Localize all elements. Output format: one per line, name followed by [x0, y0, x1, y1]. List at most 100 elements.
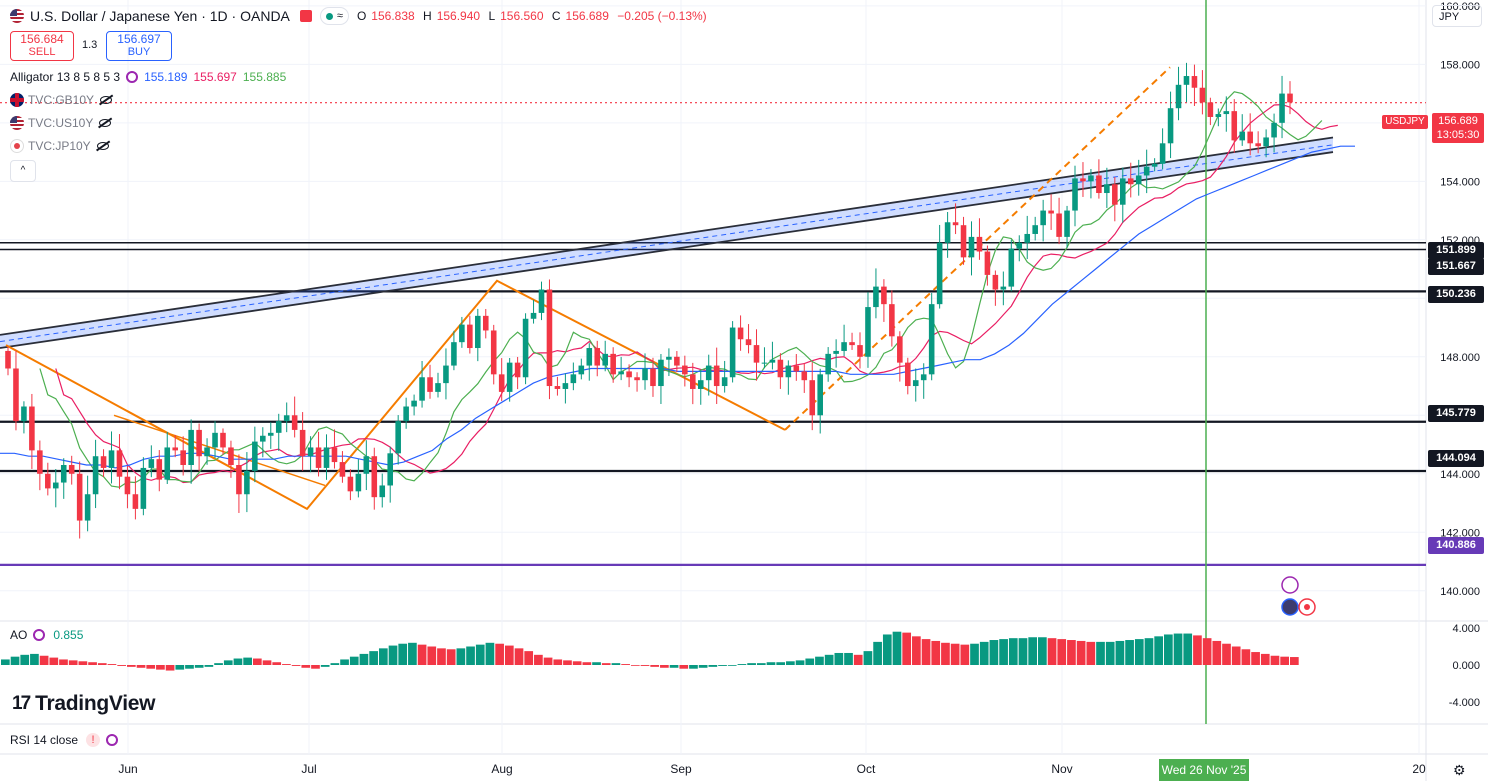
candle-body	[554, 386, 561, 389]
low-label: L	[488, 9, 496, 23]
close-value: 156.689	[565, 9, 609, 23]
candle-body	[60, 465, 67, 483]
candle-body	[602, 353, 608, 366]
candle-body	[705, 365, 712, 381]
ao-bar	[117, 665, 126, 666]
x-axis-label: Jun	[118, 762, 138, 776]
collapse-legend-button[interactable]: ^	[10, 160, 36, 182]
candle-body	[482, 315, 489, 331]
ao-bar	[882, 634, 892, 665]
candle-body	[514, 362, 521, 378]
candle-body	[833, 350, 839, 354]
refresh-icon[interactable]	[106, 734, 119, 746]
symbol-price-tag: USDJPY	[1382, 115, 1428, 129]
pill-symbol: ≈	[336, 10, 343, 22]
ao-bar	[1251, 652, 1260, 665]
change-value: −0.205 (−0.13%)	[617, 9, 707, 23]
candle-body	[1008, 248, 1015, 287]
candle-body	[936, 242, 943, 305]
level-tag: 144.094	[1428, 450, 1484, 467]
jp10y-label: TVC:JP10Y	[28, 139, 91, 153]
sell-button[interactable]: 156.684 SELL	[10, 31, 74, 61]
ao-bar	[582, 662, 592, 665]
candle-body	[164, 447, 171, 480]
ao-bar	[1222, 643, 1231, 665]
ao-bar	[1018, 638, 1028, 665]
ao-bar	[747, 663, 756, 665]
candle-body	[68, 465, 75, 474]
pattern-drawings	[0, 0, 1334, 724]
us10y-legend[interactable]: TVC:US10Y	[10, 116, 112, 130]
gear-icon[interactable]: ⚙	[1453, 762, 1466, 778]
candle-body	[777, 359, 784, 378]
alligator-teeth-line	[55, 103, 1338, 484]
candle-body	[538, 289, 545, 313]
jp10y-legend[interactable]: TVC:JP10Y	[10, 139, 109, 153]
candle-body	[857, 345, 863, 357]
sell-price: 156.684	[20, 32, 64, 46]
candle-body	[76, 473, 83, 521]
candle-body	[586, 348, 593, 366]
last-price: 156.689	[1438, 115, 1478, 127]
refresh-icon[interactable]	[33, 629, 46, 641]
ao-bar	[592, 662, 601, 665]
us10y-label: TVC:US10Y	[28, 116, 94, 130]
candle-body	[236, 465, 242, 495]
ao-bar	[78, 661, 88, 665]
candle-body	[1119, 178, 1126, 205]
buy-button[interactable]: 156.697 BUY	[106, 31, 172, 61]
ao-bar	[1076, 640, 1086, 665]
y-tick-label: 160.000	[1440, 1, 1480, 13]
ao-bar	[756, 663, 766, 665]
x-axis-label: 20	[1412, 762, 1426, 776]
gb10y-legend[interactable]: TVC:GB10Y	[10, 93, 113, 107]
y-tick-label: 140.000	[1440, 586, 1480, 598]
currency-select[interactable]: JPY	[1432, 5, 1482, 27]
candle-body	[873, 286, 879, 308]
zigzag-pattern	[5, 279, 786, 511]
channel-fill	[0, 137, 1333, 349]
candle-body	[1000, 286, 1007, 290]
x-axis-label: Aug	[491, 762, 513, 776]
rsi-legend[interactable]: RSI 14 close !	[10, 733, 124, 747]
ao-bar	[941, 642, 950, 665]
ao-bar	[960, 644, 970, 665]
refresh-icon[interactable]	[126, 71, 139, 83]
ao-bar	[204, 665, 214, 667]
candle-body	[347, 476, 354, 492]
candle-body	[905, 362, 911, 387]
ao-label: AO	[10, 628, 28, 642]
candle-body	[1263, 137, 1269, 147]
candle-body	[1112, 184, 1118, 205]
candle-body	[52, 482, 59, 489]
candle-body	[379, 485, 386, 498]
x-axis-label: Oct	[856, 762, 876, 776]
ao-legend[interactable]: AO 0.855	[10, 628, 83, 642]
candle-body	[116, 450, 123, 477]
hidden-eye-icon[interactable]	[100, 96, 113, 104]
alligator-legend[interactable]: Alligator 13 8 5 8 5 3 155.189 155.697 1…	[10, 70, 286, 84]
hidden-eye-icon[interactable]	[99, 119, 112, 127]
y-tick-label: 142.000	[1440, 527, 1480, 539]
candle-body	[387, 453, 393, 486]
hidden-eye-icon[interactable]	[96, 142, 109, 150]
y-tick-label: 158.000	[1440, 59, 1480, 71]
ao-bar	[621, 664, 630, 665]
data-status-pill[interactable]: ≈	[319, 7, 349, 25]
ao-bar	[853, 654, 863, 665]
ao-bar	[863, 651, 873, 665]
market-status-icon	[299, 10, 312, 22]
candle-body	[331, 447, 338, 463]
ao-bar	[611, 663, 621, 665]
symbol-title[interactable]: U.S. Dollar / Japanese Yen · 1D · OANDA	[30, 8, 290, 24]
candle-body	[37, 450, 43, 474]
candle-body	[729, 327, 736, 378]
candle-body	[506, 362, 513, 392]
pattern-line	[113, 414, 326, 487]
warning-icon[interactable]: !	[86, 733, 101, 747]
tradingview-logo[interactable]: 17 TradingView	[12, 692, 155, 716]
ao-axis-label: 0.000	[1452, 660, 1480, 672]
high-label: H	[423, 9, 432, 23]
ao-bar	[126, 665, 136, 667]
